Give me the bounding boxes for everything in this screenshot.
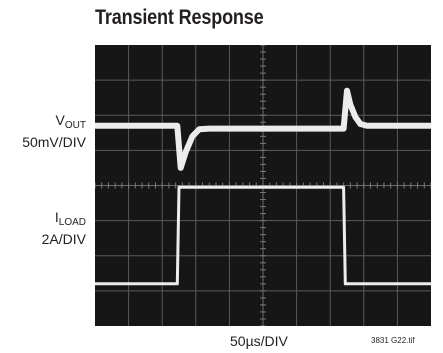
oscilloscope-screen	[95, 45, 431, 326]
x-axis-label: 50µs/DIV	[230, 333, 288, 349]
chart-title: Transient Response	[95, 6, 264, 29]
vout-label-sub: OUT	[64, 120, 86, 131]
trace-vout	[95, 87, 431, 171]
trace-iload	[95, 185, 431, 286]
iload-label: ILOAD 2A/DIV	[42, 209, 86, 248]
iload-label-main: I	[54, 209, 59, 225]
vout-label-main: V	[55, 112, 65, 128]
iload-label-sub: LOAD	[58, 217, 86, 228]
vout-label: VOUT 50mV/DIV	[22, 112, 86, 151]
figure-id: 3831 G22.tif	[371, 336, 415, 345]
iload-scale: 2A/DIV	[41, 231, 86, 247]
vout-scale: 50mV/DIV	[22, 134, 86, 150]
scope-plot	[95, 45, 431, 326]
